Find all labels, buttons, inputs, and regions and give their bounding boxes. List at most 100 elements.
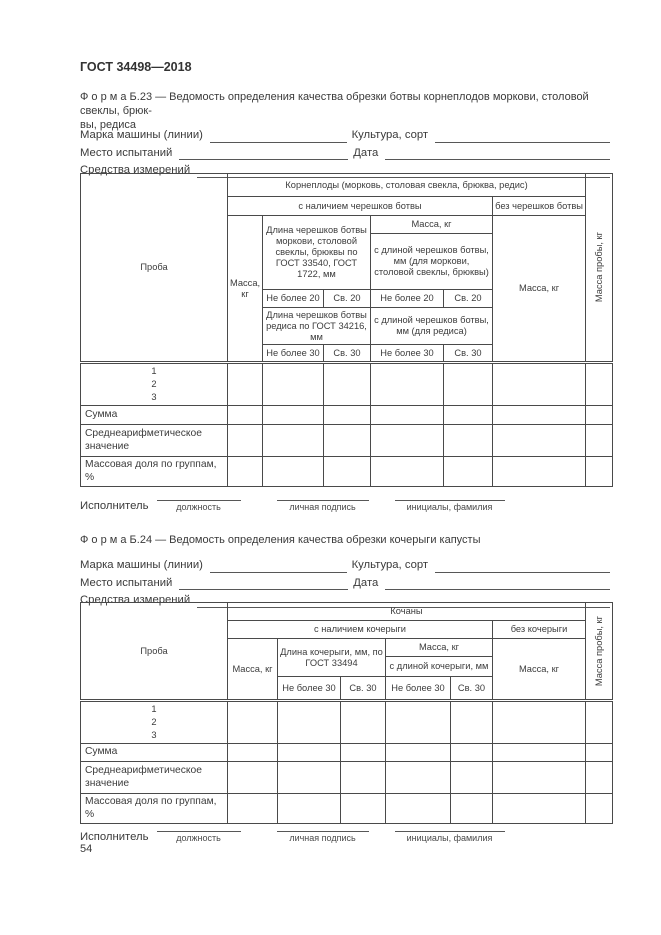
b23-length-radish: Длина черешков ботвы редиса по ГОСТ 3421… [262, 307, 371, 345]
b23-data-cell [323, 361, 371, 406]
b24-row-sum: Сумма [80, 743, 228, 762]
b24-data-cell [585, 699, 613, 744]
b23-data-cell [443, 405, 493, 425]
b23-data-cell [585, 405, 614, 425]
b23-sample-2: 2 [151, 379, 157, 389]
place-label: Место испытаний [80, 146, 173, 159]
b24-data-cell [492, 761, 586, 794]
b23-mass-without: Масса, кг [491, 215, 587, 363]
form-b23-signature: Исполнитель должность личная подпись ини… [80, 487, 612, 512]
b23-data-cell [585, 456, 614, 487]
b24-data-cell [340, 699, 386, 744]
b24-data-cell [492, 743, 586, 762]
fill-row-machine: Марка машины (линии) Культура, сорт [80, 557, 612, 575]
b23-row-sum: Сумма [80, 405, 228, 425]
b23-data-cell [491, 424, 587, 457]
b24-data-cell [492, 699, 586, 744]
b24-data-cell [450, 793, 493, 824]
form-b23-title-line1: Ф о р м а Б.23 — Ведомость определения к… [80, 91, 589, 117]
b24-over-30-b: Св. 30 [450, 676, 493, 701]
b23-data-cell [443, 456, 493, 487]
b24-with-header: с наличием кочерыги [227, 620, 493, 639]
b23-data-cell [227, 456, 263, 487]
name-caption: инициалы, фамилия [406, 502, 493, 512]
standard-number: ГОСТ 34498—2018 [80, 60, 192, 74]
b23-data-cell [370, 405, 444, 425]
name-blank-line [394, 487, 505, 501]
b23-over-30-b: Св. 30 [443, 344, 493, 363]
b24-stalk-length: Длина кочерыги, мм, по ГОСТ 33494 [277, 638, 386, 677]
b24-with-stalk-length: с длиной кочерыги, мм [385, 656, 493, 677]
culture-blank-line [435, 129, 610, 143]
b23-sample-1: 1 [151, 366, 157, 376]
b23-data-cell [262, 405, 324, 425]
b24-data-cell [585, 743, 613, 762]
culture-blank-line [435, 559, 610, 573]
b24-data-cell [277, 699, 341, 744]
b24-sample-mass-label: Масса пробы, кг [593, 615, 604, 687]
b24-sample-3: 3 [151, 730, 157, 740]
b23-data-cell [491, 456, 587, 487]
b23-row-share: Массовая доля по группам, % [80, 456, 228, 487]
sign-caption: личная подпись [289, 502, 356, 512]
place-blank-line [179, 146, 349, 160]
b23-data-cell [585, 424, 614, 457]
b23-data-cell [323, 405, 371, 425]
b24-row-share: Массовая доля по группам, % [80, 793, 228, 824]
b24-data-cell [340, 793, 386, 824]
signature-sign-block: личная подпись [276, 487, 369, 512]
b24-data-cell [450, 761, 493, 794]
form-b23-fill-block: Марка машины (линии) Культура, сорт Мест… [80, 127, 612, 180]
b24-over-30-a: Св. 30 [340, 676, 386, 701]
b24-data-cell [227, 743, 278, 762]
b24-data-cell [340, 743, 386, 762]
machine-blank-line [209, 129, 347, 143]
b24-data-cell [585, 761, 613, 794]
culture-label: Культура, сорт [351, 129, 429, 141]
b24-sample-2: 2 [151, 717, 157, 727]
b23-data-cell [443, 361, 493, 406]
form-b23-title: Ф о р м а Б.23 — Ведомость определения к… [80, 90, 614, 132]
b23-data-cell [262, 424, 324, 457]
b24-mass-without: Масса, кг [492, 638, 586, 701]
b23-data-cell [585, 361, 614, 406]
sign-blank-line [276, 818, 369, 832]
b23-not-more-30-a: Не более 30 [262, 344, 324, 363]
signature-sign-block: личная подпись [276, 818, 369, 843]
b24-data-cell [277, 761, 341, 794]
sign-caption: личная подпись [289, 833, 356, 843]
executor-label: Исполнитель [80, 831, 149, 843]
b24-data-cell [277, 743, 341, 762]
executor-label: Исполнитель [80, 500, 149, 512]
fill-row-place: Место испытаний Дата [80, 575, 612, 593]
place-label: Место испытаний [80, 576, 173, 589]
form-b24-table: Проба Кочаны Масса пробы, кг с наличием … [80, 602, 613, 824]
fill-row-place: Место испытаний Дата [80, 145, 612, 163]
b23-data-cell [227, 405, 263, 425]
date-label: Дата [353, 146, 379, 159]
machine-label: Марка машины (линии) [80, 559, 203, 571]
b24-data-cell [227, 699, 278, 744]
b23-data-cell [491, 405, 587, 425]
b23-data-cell [323, 424, 371, 457]
b24-data-cell [385, 743, 451, 762]
form-b23-title-line2: вы, редиса [80, 119, 137, 131]
place-blank-line [179, 576, 349, 590]
b23-over-20-b: Св. 20 [443, 289, 493, 308]
b23-data-cell [227, 424, 263, 457]
b24-mass-label: Масса, кг [227, 638, 278, 701]
date-label: Дата [353, 576, 379, 589]
b24-mass-sub: Масса, кг [385, 638, 493, 657]
page-number: 54 [80, 843, 93, 855]
signature-position-block: должность [156, 487, 241, 512]
b23-sample-mass-cell: Масса пробы, кг [585, 173, 614, 363]
b23-data-cell [323, 456, 371, 487]
b23-data-cell [262, 361, 324, 406]
b23-not-more-20-a: Не более 20 [262, 289, 324, 308]
date-blank-line [385, 576, 610, 590]
b24-row-avg: Среднеарифметическое значение [80, 761, 228, 794]
b23-sample-mass-label: Масса пробы, кг [593, 232, 604, 303]
b23-sample-numbers: 1 2 3 [80, 361, 228, 406]
b24-data-cell [385, 699, 451, 744]
fill-row-machine: Марка машины (линии) Культура, сорт [80, 127, 612, 145]
